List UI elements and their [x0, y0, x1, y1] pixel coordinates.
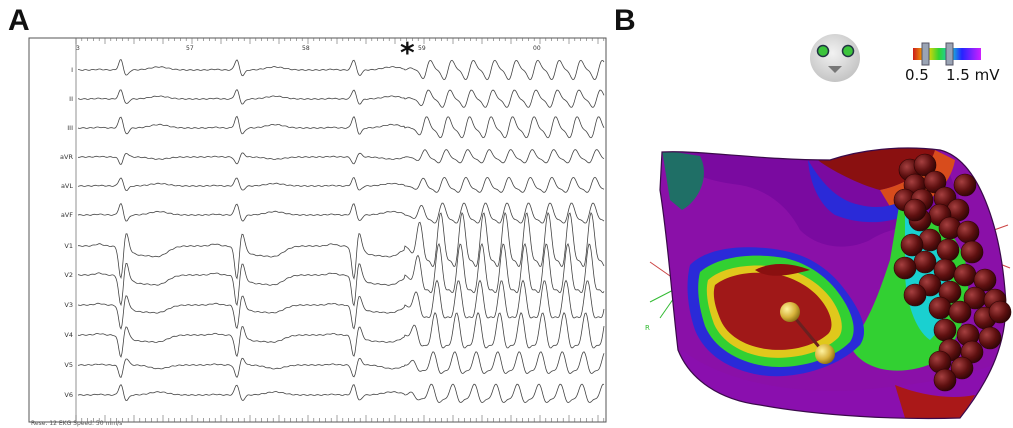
- ablation-lesion: [950, 356, 974, 380]
- lead-label: V4: [64, 331, 73, 339]
- lead-label: V1: [64, 242, 73, 250]
- catheter-electrode-distal: [815, 344, 835, 364]
- ecg-top-ruler: [75, 38, 605, 44]
- vt-onset-marker: *: [400, 36, 415, 69]
- ablation-lesion: [960, 240, 984, 264]
- time-tick-label: 59: [418, 45, 426, 52]
- panel-label-b: B: [614, 4, 636, 37]
- ecg-trace-v2: [77, 242, 605, 307]
- ecg-panel: 3 57 58 59 00 * IIIIIIaVRaVLaVFV1V2V3V4V…: [28, 36, 607, 423]
- time-tick-label: 00: [533, 45, 541, 52]
- voltage-color-scale: [913, 42, 981, 66]
- lead-label: V2: [64, 271, 73, 279]
- ecg-trace-ii: [77, 88, 605, 108]
- panel-label-a: A: [8, 4, 30, 37]
- lead-label: aVR: [60, 153, 73, 161]
- lead-label: I: [71, 66, 73, 74]
- ecg-trace-iii: [77, 115, 605, 139]
- catheter-electrodes: [780, 302, 835, 364]
- time-tick-label: 57: [186, 45, 194, 52]
- ablation-lesion: [956, 220, 980, 244]
- ablation-lesion: [953, 173, 977, 197]
- lead-label: aVF: [61, 211, 73, 219]
- ecg-trace-avf: [77, 202, 605, 224]
- ablation-lesion: [988, 300, 1012, 324]
- ecg-trace-avr: [77, 149, 605, 165]
- ablation-lesion: [913, 250, 937, 274]
- ablation-lesion: [928, 296, 952, 320]
- ablation-lesion: [936, 238, 960, 262]
- ecg-traces: [77, 58, 605, 404]
- lead-label: V3: [64, 301, 73, 309]
- ablation-lesion: [933, 318, 957, 342]
- ecg-trace-v1: [77, 211, 605, 280]
- ecg-bottom-ruler: [75, 415, 605, 422]
- ablation-lesion: [933, 368, 957, 392]
- ablation-lesion: [900, 233, 924, 257]
- ablation-lesion: [913, 153, 937, 177]
- scale-min-slider: [921, 42, 930, 66]
- ablation-lesion: [973, 268, 997, 292]
- ecg-trace-v4: [77, 312, 605, 358]
- ecg-footer-note: Rese: 12 EKG Speed: 50 mm/s: [31, 420, 123, 427]
- voltage-map-outline: [659, 147, 1007, 420]
- ablation-lesion: [953, 263, 977, 287]
- ecg-trace-v3: [77, 279, 605, 330]
- scale-max-slider: [945, 42, 954, 66]
- ablation-lesion: [948, 300, 972, 324]
- time-tick-label: 3: [76, 45, 80, 52]
- ecg-trace-avl: [77, 176, 605, 193]
- ecg-trace-v6: [77, 383, 605, 404]
- time-tick-label: 58: [302, 45, 310, 52]
- ecg-time-labels: 3 57 58 59 00: [76, 45, 541, 52]
- ecg-trace-i: [78, 58, 605, 81]
- lead-label: V5: [64, 361, 73, 369]
- voltage-scale-min-label: 0.5: [905, 66, 929, 84]
- axis-label-r: R: [645, 324, 650, 332]
- lead-label: II: [69, 95, 73, 103]
- ablation-lesion: [903, 198, 927, 222]
- lead-label: III: [67, 124, 73, 132]
- orientation-head-icon: [810, 34, 860, 82]
- voltage-scale-max-label: 1.5 mV: [946, 66, 1000, 84]
- ablation-lesion: [978, 326, 1002, 350]
- catheter-electrode-proximal: [780, 302, 800, 322]
- ablation-lesion: [893, 256, 917, 280]
- ecg-trace-v5: [77, 351, 605, 378]
- lead-label: aVL: [61, 182, 73, 190]
- ablation-lesion: [903, 283, 927, 307]
- lead-label: V6: [64, 391, 73, 399]
- ablation-lesion-tags: [893, 153, 1012, 392]
